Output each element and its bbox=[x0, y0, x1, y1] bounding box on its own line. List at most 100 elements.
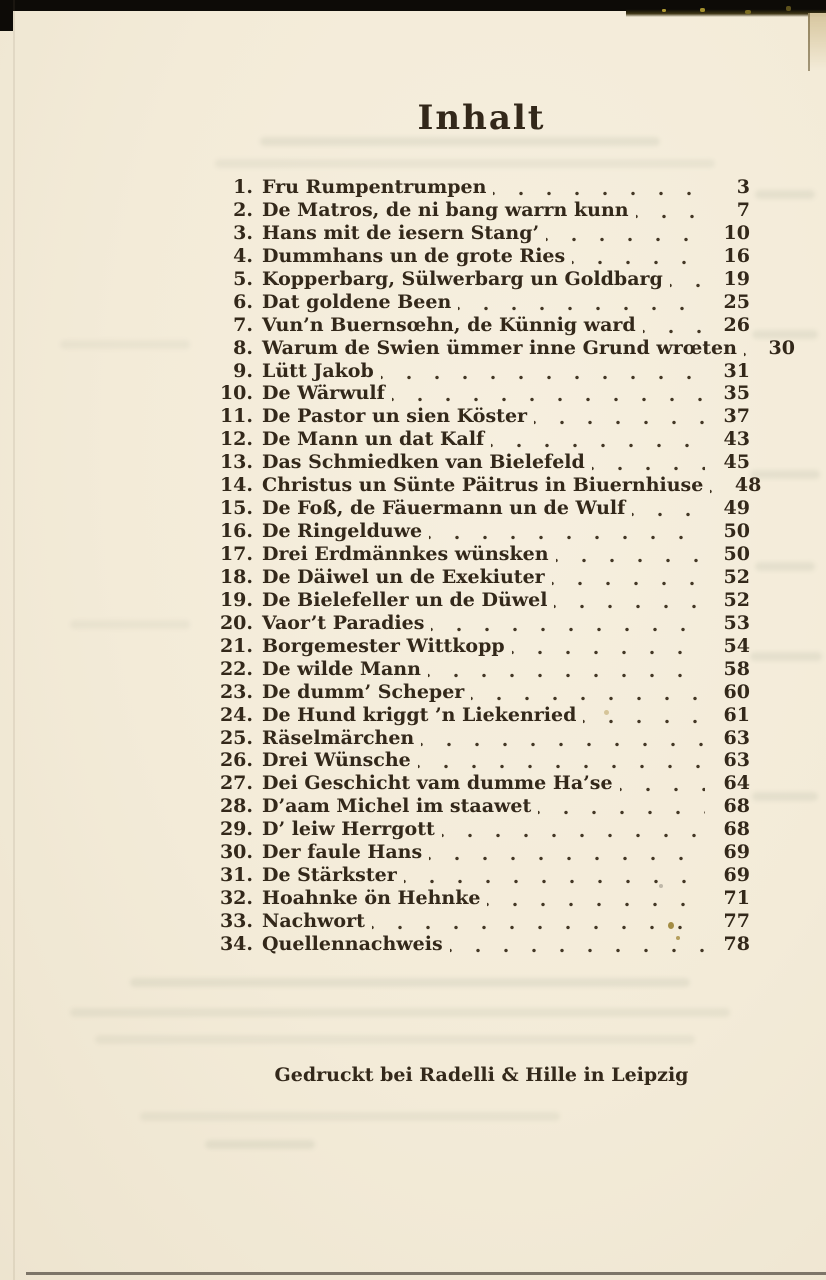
toc-entry-number: 20. bbox=[219, 611, 253, 634]
toc-entry-title: De Foß, de Fäuermann un de Wulf bbox=[262, 497, 626, 520]
toc-entry: 27. Dei Geschicht vam dumme Ha’se 64 bbox=[213, 772, 750, 796]
toc-entry: 13. Das Schmiedken van Bielefeld 45 bbox=[213, 451, 750, 475]
toc-entry-number: 31. bbox=[219, 864, 253, 887]
toc-entry-page: 61 bbox=[723, 703, 750, 726]
bleed-smudge bbox=[205, 1140, 315, 1149]
toc-entry-number: 8. bbox=[233, 336, 253, 359]
toc-leader-dots bbox=[391, 382, 705, 406]
toc-entry: 32. Hoahnke ön Hehnke 71 bbox=[213, 887, 750, 910]
toc-entry-number: 9. bbox=[233, 359, 253, 382]
toc-entry-page: 35 bbox=[723, 382, 750, 405]
bleed-smudge bbox=[140, 1112, 560, 1121]
bleed-smudge bbox=[750, 470, 820, 479]
toc-entry: 26. Drei Wünsche 63 bbox=[213, 749, 750, 773]
toc-entry-page: 7 bbox=[736, 198, 750, 221]
bleed-smudge bbox=[70, 1008, 730, 1017]
toc-entry: 4. Dummhans un de grote Ries 16 bbox=[213, 244, 750, 268]
toc-leader-dots bbox=[572, 244, 705, 268]
toc-leader-dots bbox=[429, 520, 705, 543]
toc-entry-title: Räselmärchen bbox=[262, 726, 415, 749]
scan-edge-left bbox=[0, 0, 13, 31]
toc-entry-title: De Pastor un sien Köster bbox=[262, 405, 528, 428]
page-title: Inhalt bbox=[417, 98, 546, 138]
toc-entry: 22. De wilde Mann 58 bbox=[213, 657, 750, 681]
toc-entry: 10. De Wärwulf 35 bbox=[213, 382, 750, 406]
toc-leader-dots bbox=[403, 864, 705, 888]
toc-leader-dots bbox=[449, 932, 705, 956]
toc-entry-page: 50 bbox=[723, 520, 750, 543]
toc-entry-title: De dumm’ Scheper bbox=[262, 680, 465, 703]
bleed-smudge bbox=[752, 330, 818, 339]
toc-entry: 7. Vun’n Buernsœhn, de Künnig ward 26 bbox=[213, 313, 750, 337]
toc-leader-dots bbox=[431, 611, 705, 635]
toc-entry-title: De Ringelduwe bbox=[262, 520, 423, 543]
toc-leader-dots bbox=[421, 726, 705, 750]
toc-entry-title: Borgemester Wittkopp bbox=[262, 634, 505, 657]
toc-entry-page: 26 bbox=[723, 313, 750, 336]
toc-entry-title: Der faule Hans bbox=[262, 841, 423, 864]
imprint-line: Gedruckt bei Radelli & Hille in Leipzig bbox=[274, 1064, 689, 1086]
toc-leader-dots bbox=[546, 221, 705, 245]
bleed-smudge bbox=[750, 652, 822, 661]
toc-leader-dots bbox=[591, 451, 705, 475]
toc-leader-dots bbox=[619, 772, 705, 796]
toc-leader-dots bbox=[458, 290, 705, 314]
bleed-smudge bbox=[260, 137, 660, 146]
toc-entry: 15. De Foß, de Fäuermann un de Wulf 49 bbox=[213, 497, 750, 521]
toc-entry-title: Kopperbarg, Sülwerbarg un Goldbarg bbox=[262, 267, 663, 290]
toc-leader-dots bbox=[427, 657, 705, 681]
toc-entry-title: Quellennachweis bbox=[262, 932, 443, 955]
toc-entry-title: Christus un Sünte Päitrus in Biuernhiuse bbox=[262, 474, 704, 497]
toc-entry-number: 2. bbox=[233, 198, 253, 221]
toc-entry-title: Hans mit de iesern Stang’ bbox=[262, 221, 540, 244]
toc-entry-page: 60 bbox=[723, 680, 750, 703]
toc-leader-dots bbox=[743, 336, 750, 360]
toc-entry-title: De Bielefeller un de Düwel bbox=[262, 588, 548, 611]
toc-entry-page: 69 bbox=[723, 864, 750, 887]
toc-entry: 16. De Ringelduwe 50 bbox=[213, 520, 750, 543]
toc-entry-page: 58 bbox=[723, 657, 750, 680]
toc-entry-page: 52 bbox=[723, 565, 750, 588]
toc-entry-page: 25 bbox=[723, 290, 750, 313]
toc-entry-number: 6. bbox=[233, 290, 253, 313]
toc-entry-page: 3 bbox=[736, 176, 750, 198]
toc-entry-title: De Wärwulf bbox=[262, 382, 385, 405]
toc-entry-page: 50 bbox=[723, 543, 750, 565]
scan-edge-top bbox=[0, 0, 826, 11]
toc-entry-number: 23. bbox=[219, 680, 253, 703]
toc-entry-page: 31 bbox=[723, 359, 750, 382]
toc-entry-title: Drei Wünsche bbox=[262, 749, 411, 772]
toc-entry-number: 15. bbox=[219, 497, 253, 520]
toc-entry-page: 64 bbox=[723, 772, 750, 795]
toc-leader-dots bbox=[554, 588, 705, 612]
toc-entry-number: 7. bbox=[233, 313, 253, 336]
toc-entry: 18. De Däiwel un de Exekiuter 52 bbox=[213, 565, 750, 589]
toc-leader-dots bbox=[583, 703, 705, 727]
toc-entry: 20. Vaor’t Paradies 53 bbox=[213, 611, 750, 635]
toc-entry-number: 18. bbox=[219, 565, 253, 588]
bleed-smudge bbox=[755, 190, 815, 199]
toc-entry-number: 25. bbox=[219, 726, 253, 749]
toc-entry: 11. De Pastor un sien Köster 37 bbox=[213, 405, 750, 429]
scan-edge-bottom-line bbox=[26, 1272, 826, 1275]
toc-leader-dots bbox=[538, 795, 705, 819]
toc-entry-number: 22. bbox=[219, 657, 253, 680]
toc-entry-title: Vaor’t Paradies bbox=[262, 611, 425, 634]
toc-entry-page: 37 bbox=[723, 405, 750, 428]
toc-entry-title: D’aam Michel im staawet bbox=[262, 795, 532, 818]
scan-page-edge-right bbox=[808, 13, 826, 71]
toc-entry-title: Dummhans un de grote Ries bbox=[262, 244, 566, 267]
toc-entry: 9. Lütt Jakob 31 bbox=[213, 359, 750, 383]
toc-entry-number: 4. bbox=[233, 244, 253, 267]
toc-entry-page: 45 bbox=[723, 451, 750, 474]
toc-entry-number: 27. bbox=[219, 772, 253, 795]
toc-entry-page: 78 bbox=[723, 932, 750, 955]
toc-entry-page: 43 bbox=[723, 428, 750, 451]
toc-leader-dots bbox=[471, 680, 705, 704]
toc-entry: 33. Nachwort 77 bbox=[213, 910, 750, 933]
toc-entry: 24. De Hund kriggt ’n Liekenried 61 bbox=[213, 703, 750, 727]
toc-leader-dots bbox=[534, 405, 705, 429]
toc-entry-number: 30. bbox=[219, 841, 253, 864]
binding-fleck bbox=[700, 8, 705, 12]
toc-entry-number: 17. bbox=[219, 543, 253, 565]
